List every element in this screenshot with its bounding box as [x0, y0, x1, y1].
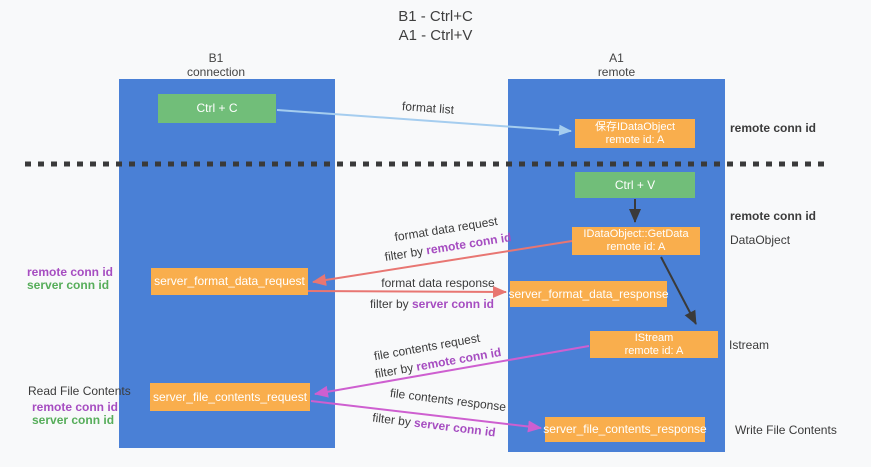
idataobject-getdata-node: IDataObject::GetData remote id: A: [572, 227, 700, 255]
dataobject-annotation: DataObject: [730, 233, 791, 247]
server-file-contents-response-label: server_file_contents_response: [543, 422, 707, 436]
save-idataobject-line2: remote id: A: [605, 133, 665, 146]
filter-by-text: filter by: [369, 297, 412, 311]
write-file-contents-annotation: Write File Contents: [735, 423, 837, 437]
istream-line2: remote id: A: [624, 344, 684, 357]
server-format-data-response-label: server_format_data_response: [508, 286, 669, 301]
file-contents-response-label: file contents response: [389, 385, 507, 415]
remote-conn-id-annotation-mid: remote conn id: [730, 209, 817, 223]
ctrl-v-node: Ctrl + V: [575, 172, 695, 198]
istream-annotation: Istream: [729, 338, 770, 352]
format-data-response-arrow: [307, 285, 507, 298]
lifeline-a1-role: remote: [597, 65, 636, 79]
save-idataobject-node: 保存IDataObject remote id: A: [575, 119, 695, 148]
server-conn-id-annotation-left-2: server conn id: [32, 413, 115, 427]
server-format-data-request-node: server_format_data_request: [151, 268, 308, 295]
lifeline-header-b1: B1 connection: [119, 51, 313, 79]
ctrl-c-node: Ctrl + C: [158, 94, 276, 123]
title-line-2: A1 - Ctrl+V: [398, 27, 473, 44]
istream-node: IStream remote id: A: [590, 331, 718, 358]
remote-conn-id-annotation-top: remote conn id: [730, 121, 817, 135]
ctrl-v-label: Ctrl + V: [614, 177, 656, 192]
file-contents-response-filter: filter by server conn id: [359, 409, 510, 441]
lifeline-b1-name: B1: [208, 51, 224, 65]
server-file-contents-request-node: server_file_contents_request: [150, 383, 310, 411]
lifeline-b1-role: connection: [186, 65, 246, 79]
filter-by-text: filter by: [373, 359, 418, 382]
ctrl-c-label: Ctrl + C: [196, 101, 238, 115]
remote-conn-id-annotation-left-2: remote conn id: [32, 400, 119, 414]
title-line-1: B1 - Ctrl+C: [398, 8, 473, 25]
lifeline-a1-name: A1: [609, 51, 624, 65]
format-data-response-filter: filter by server conn id: [357, 297, 507, 311]
remote-conn-id-annotation-left-1: remote conn id: [27, 265, 114, 279]
filter-by-text: filter by: [371, 410, 415, 430]
server-conn-id-key: server conn id: [411, 297, 495, 311]
server-file-contents-request-label: server_file_contents_request: [152, 389, 308, 404]
format-list-label: format list: [401, 99, 455, 117]
server-format-data-request-label: server_format_data_request: [154, 274, 305, 288]
server-format-data-response-node: server_format_data_response: [508, 281, 669, 307]
getdata-line1: IDataObject::GetData: [583, 228, 689, 240]
server-conn-id-key: server conn id: [413, 415, 497, 440]
save-idataobject-line1: 保存IDataObject: [594, 120, 676, 133]
lifeline-header-a1: A1 remote: [508, 51, 725, 79]
server-file-contents-response-node: server_file_contents_response: [543, 417, 707, 442]
istream-line1: IStream: [634, 331, 674, 344]
server-conn-id-annotation-left-1: server conn id: [27, 278, 110, 292]
left-file-annotations: remote conn id server conn id: [32, 401, 118, 427]
filter-by-text: filter by: [383, 243, 428, 264]
page-title: B1 - Ctrl+C A1 - Ctrl+V: [300, 7, 571, 45]
getdata-line2: remote id: A: [606, 241, 666, 253]
format-data-response-label: format data response: [381, 276, 495, 290]
read-file-contents-annotation: Read File Contents: [28, 384, 131, 398]
left-format-annotations: remote conn id server conn id: [27, 266, 113, 292]
